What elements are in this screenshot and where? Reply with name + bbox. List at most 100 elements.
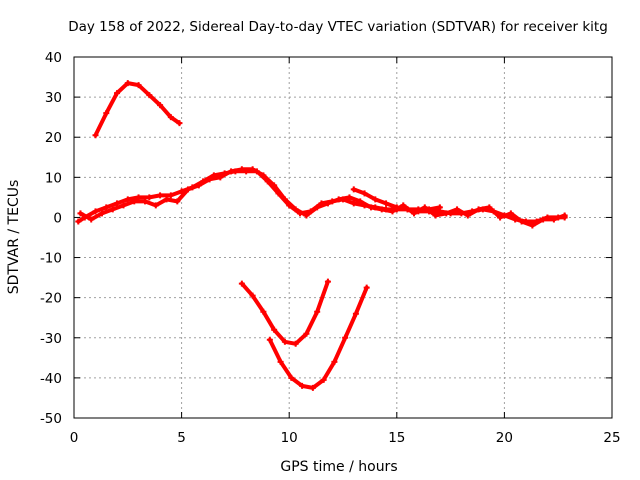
series-arc-high (92, 80, 183, 139)
data-point (292, 340, 299, 347)
data-point (271, 326, 278, 333)
data-point (331, 358, 338, 365)
x-tick-label: 20 (496, 430, 513, 446)
data-point (174, 198, 181, 205)
data-point (346, 194, 353, 201)
data-point (195, 182, 202, 189)
series-arc-main-b (77, 166, 568, 229)
data-point (411, 210, 418, 217)
data-point (309, 384, 316, 391)
data-point (206, 176, 213, 183)
data-point (436, 204, 443, 211)
data-point (92, 132, 99, 139)
series-layer (75, 80, 568, 391)
data-point (124, 80, 131, 87)
data-point (176, 120, 183, 127)
data-point (228, 168, 235, 175)
data-point (271, 182, 278, 189)
data-point (350, 186, 357, 193)
x-tick-label: 5 (177, 430, 186, 446)
data-point (114, 200, 121, 207)
data-point (529, 222, 536, 229)
data-point (292, 206, 299, 213)
data-point (109, 206, 116, 213)
y-axis-label: SDTVAR / TECUs (6, 180, 22, 295)
y-tick-label: -10 (40, 251, 62, 267)
data-point (361, 190, 368, 197)
x-tick-label: 25 (603, 430, 620, 446)
y-tick-label: 0 (53, 210, 62, 226)
data-point (367, 204, 374, 211)
data-point (486, 204, 493, 211)
data-point (157, 102, 164, 109)
data-point (266, 336, 273, 343)
data-point (378, 206, 385, 213)
data-point (518, 218, 525, 225)
data-point (260, 172, 267, 179)
data-point (238, 166, 245, 173)
data-point (281, 338, 288, 345)
data-point (178, 188, 185, 195)
data-point (167, 192, 174, 199)
data-point (75, 218, 82, 225)
x-tick-label: 10 (281, 430, 298, 446)
data-point (146, 92, 153, 99)
data-point (124, 196, 131, 203)
y-tick-label: -20 (40, 291, 62, 307)
data-point (324, 278, 331, 285)
data-point (103, 110, 110, 117)
data-point (167, 114, 174, 121)
series-arc-dip-b (266, 284, 370, 391)
y-tick-label: -50 (40, 411, 62, 427)
x-axis-label: GPS time / hours (280, 459, 397, 475)
data-point (443, 210, 450, 217)
chart-title: Day 158 of 2022, Sidereal Day-to-day VTE… (68, 19, 608, 35)
data-point (135, 82, 142, 89)
data-point (389, 208, 396, 215)
y-tick-label: 30 (45, 90, 62, 106)
series-line (78, 167, 567, 228)
tick-layer: 0 5 10 15 20 25 -50 -40 -30 -20 -10 0 10 20 30 40 (40, 50, 621, 446)
data-point (163, 196, 170, 203)
data-point (135, 194, 142, 201)
data-point (393, 204, 400, 211)
data-point (299, 382, 306, 389)
data-point (277, 358, 284, 365)
data-point (464, 212, 471, 219)
plot-frame (73, 56, 613, 419)
data-point (303, 330, 310, 337)
data-point (217, 174, 224, 181)
data-point (540, 216, 547, 223)
data-point (77, 210, 84, 217)
x-tick-label: 15 (388, 430, 405, 446)
data-point (131, 198, 138, 205)
data-point (92, 208, 99, 215)
data-point (114, 90, 121, 97)
data-point (146, 194, 153, 201)
y-tick-label: 10 (45, 170, 62, 186)
data-point (475, 206, 482, 213)
data-point (314, 204, 321, 211)
grid-layer (74, 57, 612, 418)
data-point (550, 216, 557, 223)
data-point (238, 280, 245, 287)
data-point (157, 192, 164, 199)
data-point (185, 186, 192, 193)
data-point (260, 308, 267, 315)
data-point (142, 198, 149, 205)
data-point (507, 210, 514, 217)
data-point (249, 166, 256, 173)
x-tick-label: 0 (70, 430, 79, 446)
data-point (415, 206, 422, 213)
data-point (98, 210, 105, 217)
data-point (335, 196, 342, 203)
data-point (404, 206, 411, 213)
data-point (363, 284, 370, 291)
data-point (249, 292, 256, 299)
data-point (281, 196, 288, 203)
data-point (454, 206, 461, 213)
data-point (314, 308, 321, 315)
series-arc-upper-c (350, 186, 443, 213)
